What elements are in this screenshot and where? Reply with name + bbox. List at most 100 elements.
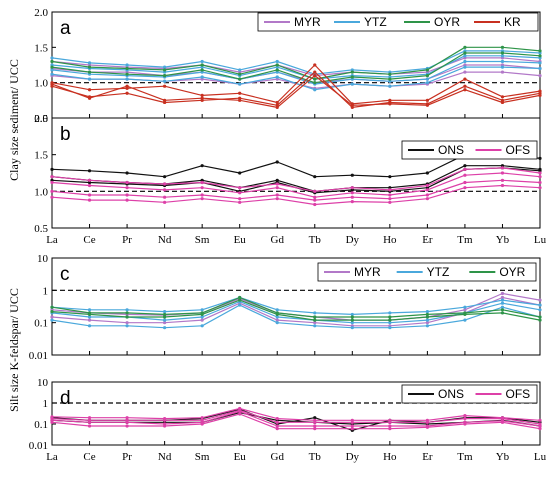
x-tick-label-pr: Pr [122,451,132,463]
series-line-oyr [51,299,541,321]
data-point-ons [538,169,542,173]
data-point-ofs [163,182,167,186]
data-point-ofs [388,193,392,197]
data-point-ofs [538,171,542,175]
data-point-oyr [238,298,242,302]
data-point-ofs [200,420,204,424]
data-point-ons [388,186,392,190]
data-point-ofs [200,193,204,197]
data-point-ons [50,167,54,171]
x-tick-label-nd: Nd [158,234,172,246]
data-point-myr [425,321,429,325]
series-line-ofs [51,413,541,430]
data-point-oyr [313,318,317,322]
data-point-ytz [163,65,167,69]
data-point-ofs [275,193,279,197]
data-point-ofs [500,166,505,170]
data-point-ons [163,175,167,179]
data-point-ofs [500,171,505,175]
data-point-ytz [350,312,354,317]
series-line-kr [51,71,541,109]
data-point-ytz [425,318,429,322]
legend-label-myr: MYR [354,265,381,279]
y-tick-label-b: 0.5 [34,223,48,235]
x-tick-label-ho: Ho [383,451,397,463]
data-point-ofs [463,414,467,418]
series-line-ofs [51,167,541,192]
data-point-ytz [313,311,317,315]
data-point-oyr [425,315,429,319]
x-tick-label-dy: Dy [346,451,360,463]
data-point-ofs [50,418,54,422]
data-point-ytz [388,321,392,325]
data-point-oyr [538,54,542,58]
x-tick-label-eu: Eu [234,234,247,246]
data-point-ons [125,171,129,175]
data-point-ofs [125,180,129,185]
data-point-ons [313,416,317,420]
data-point-ytz [275,321,279,325]
data-point-ofs [388,420,392,424]
series-line-ofs [51,184,541,206]
x-tick-label-pr: Pr [122,234,132,246]
series-line-myr [51,64,541,84]
data-point-ofs [163,188,167,192]
x-tick-label-dy: Dy [346,234,360,246]
x-tick-label-ce: Ce [83,234,95,246]
data-point-ytz [200,324,204,328]
data-point-ytz [500,54,505,58]
y-tick-label-d: 1 [43,398,49,410]
data-point-oyr [50,305,54,309]
series-line-ons [51,167,541,194]
data-point-ytz [87,324,92,328]
data-point-oyr [313,77,317,81]
data-point-ofs [275,417,279,421]
data-point-oyr [275,311,279,315]
data-point-kr [163,98,167,102]
x-tick-label-sm: Sm [195,234,210,246]
panel-label-a: a [60,18,71,39]
data-point-ofs [350,424,354,428]
data-point-ons [350,188,354,192]
x-tick-label-sm: Sm [195,451,210,463]
data-point-oyr [425,312,429,317]
data-point-ofs [463,420,467,424]
data-point-ons [238,171,242,175]
data-point-ofs [538,424,542,428]
data-point-myr [463,308,467,312]
y-tick-label-a: 1.0 [34,78,48,90]
data-point-myr [500,70,505,74]
data-point-ytz [163,79,167,83]
data-point-ofs [238,186,242,190]
data-point-kr [463,84,467,88]
data-point-kr [500,95,505,99]
data-point-myr [313,321,317,325]
data-point-oyr [275,68,279,72]
data-point-oyr [388,318,392,322]
data-point-oyr [163,315,167,319]
data-point-ytz [425,77,429,81]
data-point-ofs [87,424,92,428]
data-point-ofs [350,191,354,195]
data-point-myr [87,318,92,322]
data-point-oyr [87,65,92,69]
data-point-ofs [238,191,242,195]
data-point-oyr [350,318,354,322]
data-point-ofs [238,197,242,201]
data-point-ons [200,178,204,182]
panel-label-c: c [60,264,70,285]
data-point-ytz [87,315,92,319]
data-point-oyr [275,63,279,67]
x-tick-label-tm: Tm [457,451,473,463]
data-point-ofs [275,424,279,428]
data-point-ytz [50,68,54,72]
data-point-ofs [425,193,429,197]
data-point-ofs [313,427,317,431]
data-point-ytz [125,77,129,81]
data-point-ytz [163,309,167,314]
data-point-ofs [313,202,317,207]
x-tick-label-gd: Gd [271,234,285,246]
data-point-ofs [388,427,392,431]
data-point-oyr [463,45,467,49]
data-point-ons [425,171,429,175]
